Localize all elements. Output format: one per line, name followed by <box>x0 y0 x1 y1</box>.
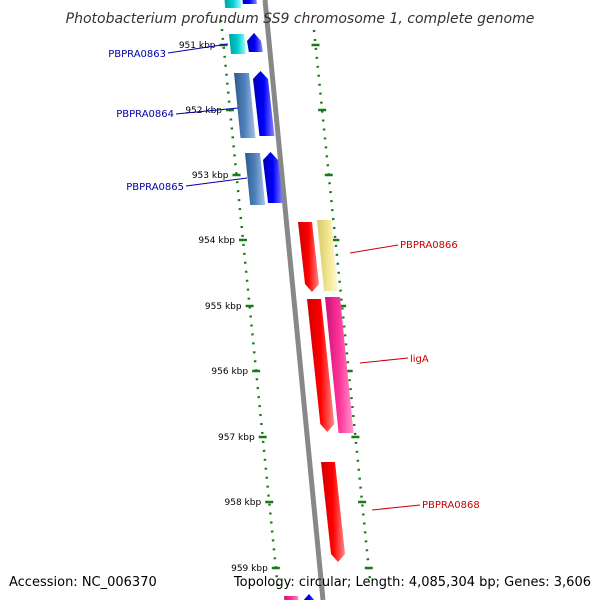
gene-label-pbpra0863: PBPRA0863 <box>108 49 166 60</box>
gene-leader-line <box>185 177 248 187</box>
gene-PBPRA0863 <box>247 33 263 52</box>
topology-text: Topology: circular; Length: 4,085,304 bp… <box>233 575 591 590</box>
tick-label: 957 kbp <box>218 433 255 443</box>
gene-labels: PBPRA0863 PBPRA0864 PBPRA0865 PBPRA0866 ligA… <box>108 43 480 511</box>
gene-PBPRA0865 <box>263 152 284 203</box>
tick-label: 956 kbp <box>211 367 248 377</box>
gene-partial-bottom <box>303 594 315 600</box>
cds-partial-bottom <box>284 596 299 600</box>
tick-label: 954 kbp <box>198 236 235 246</box>
gene-PBPRA0864 <box>253 71 275 136</box>
gene-label-pbpra0868: PBPRA0868 <box>422 500 480 511</box>
gene-label-pbpra0865: PBPRA0865 <box>126 182 184 193</box>
accession-text: Accession: NC_006370 <box>9 575 157 590</box>
tick-label: 959 kbp <box>231 564 268 574</box>
tick-ring-inner <box>219 19 280 591</box>
cds-PBPRA0866 <box>317 220 339 291</box>
gene-leader-line <box>175 107 239 115</box>
gene-PBPRA0868 <box>321 462 345 562</box>
gene-features <box>224 0 354 600</box>
reverse-gene-partial <box>242 0 257 4</box>
map-title: Photobacterium profundum SS9 chromosome … <box>66 11 535 27</box>
gene-ligA <box>307 299 335 432</box>
gene-PBPRA0866 <box>298 222 319 292</box>
tick-ring-outer <box>312 29 372 581</box>
cds-ligA <box>325 297 354 433</box>
tick-label: 958 kbp <box>225 498 262 508</box>
gene-label-liga: ligA <box>410 354 429 365</box>
backbone-ring <box>262 0 326 600</box>
tick-label: 955 kbp <box>205 302 242 312</box>
cds-PBPRA0865 <box>245 153 266 205</box>
cyan-feature <box>229 34 246 54</box>
tick-label: 953 kbp <box>192 171 229 181</box>
gene-label-pbpra0864: PBPRA0864 <box>116 109 174 120</box>
cyan-feature-partial <box>224 0 242 8</box>
gene-leader-line <box>167 43 229 54</box>
gene-label-pbpra0866: PBPRA0866 <box>400 240 458 251</box>
gene-leader-line <box>359 357 409 364</box>
cds-PBPRA0864 <box>234 73 256 138</box>
gene-leader-line <box>349 244 399 254</box>
tick-label: 951 kbp <box>179 41 216 51</box>
gene-leader-line <box>371 504 421 511</box>
